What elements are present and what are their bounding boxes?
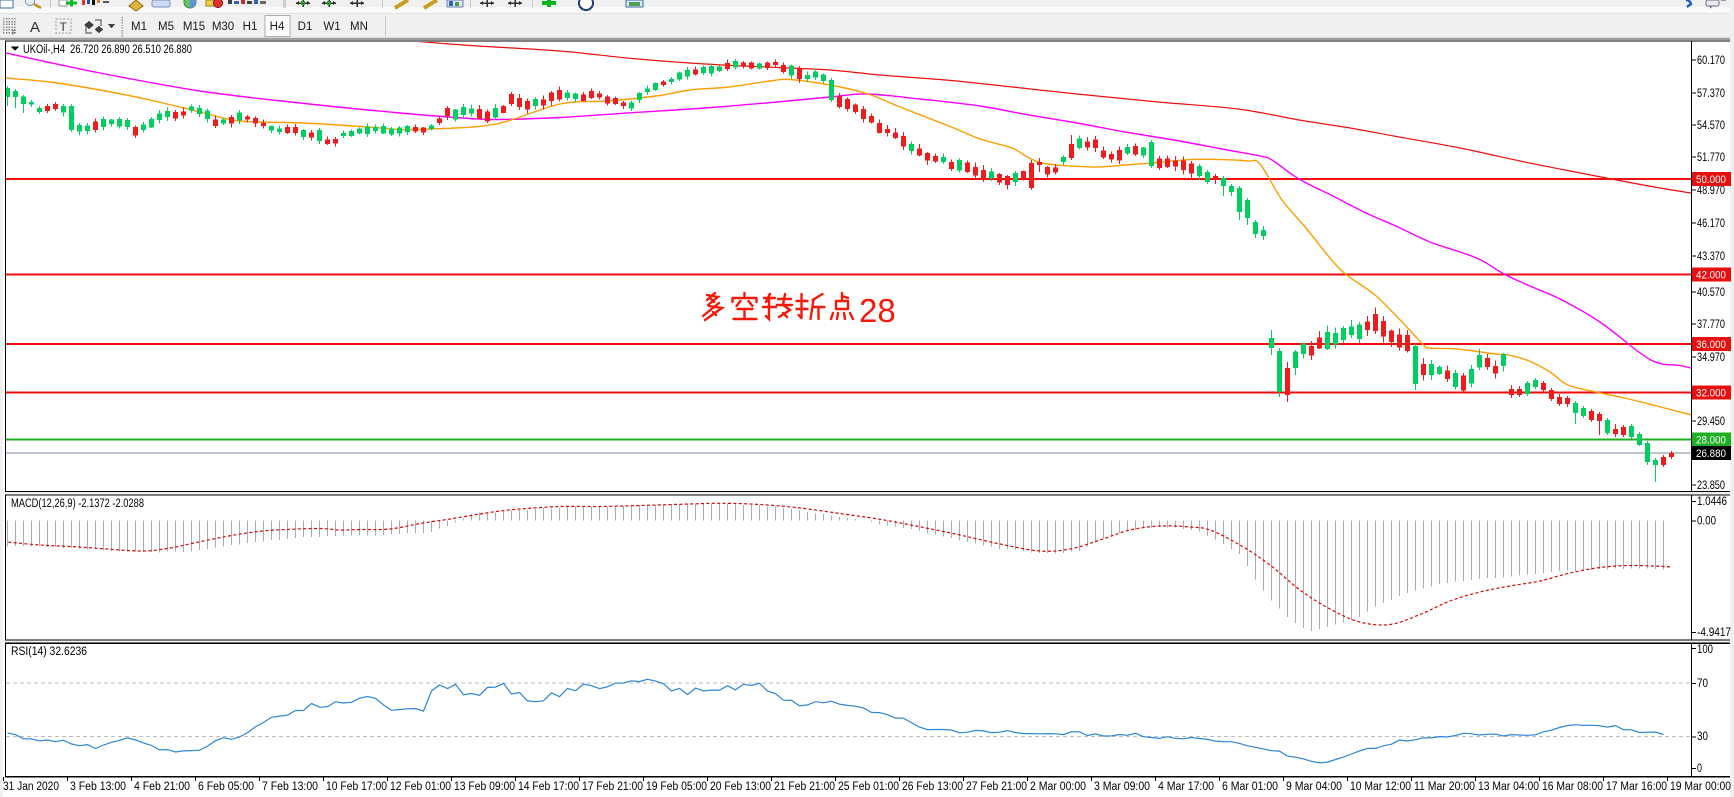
svg-text:6 Mar 01:00: 6 Mar 01:00 (1222, 781, 1278, 793)
svg-text:51.770: 51.770 (1697, 152, 1725, 164)
svg-text:43.370: 43.370 (1697, 251, 1725, 263)
svg-text:M30: M30 (212, 21, 234, 33)
svg-text:23.850: 23.850 (1697, 480, 1725, 492)
svg-text:0.00: 0.00 (1697, 516, 1716, 528)
svg-text:16 Mar 08:00: 16 Mar 08:00 (1542, 781, 1603, 793)
svg-text:13 Feb 09:00: 13 Feb 09:00 (454, 781, 515, 793)
svg-text:M1: M1 (131, 21, 147, 33)
svg-text:M15: M15 (183, 21, 205, 33)
svg-text:21 Feb 21:00: 21 Feb 21:00 (774, 781, 835, 793)
svg-text:17 Feb 21:00: 17 Feb 21:00 (582, 781, 643, 793)
svg-text:25 Feb 01:00: 25 Feb 01:00 (838, 781, 899, 793)
svg-text:7 Feb 13:00: 7 Feb 13:00 (262, 781, 318, 793)
svg-text:19 Mar 00:00: 19 Mar 00:00 (1670, 781, 1731, 793)
svg-text:6 Feb 05:00: 6 Feb 05:00 (198, 781, 254, 793)
svg-text:RSI(14) 32.6236: RSI(14) 32.6236 (11, 646, 87, 658)
svg-text:UKOil-,H4 26.720 26.890 26.51: UKOil-,H4 26.720 26.890 26.510 26.880 (23, 44, 192, 56)
svg-text:10 Feb 17:00: 10 Feb 17:00 (326, 781, 387, 793)
svg-text:28.000: 28.000 (1696, 435, 1726, 447)
svg-text:60.170: 60.170 (1697, 55, 1725, 67)
svg-text:A: A (30, 19, 40, 36)
svg-text:0: 0 (1697, 763, 1702, 775)
svg-text:4 Feb 21:00: 4 Feb 21:00 (134, 781, 190, 793)
svg-text:30: 30 (1697, 731, 1708, 743)
svg-text:54.570: 54.570 (1697, 120, 1725, 132)
svg-text:13 Mar 04:00: 13 Mar 04:00 (1478, 781, 1539, 793)
svg-text:27 Feb 21:00: 27 Feb 21:00 (966, 781, 1027, 793)
svg-text:11 Mar 20:00: 11 Mar 20:00 (1414, 781, 1475, 793)
svg-text:34.970: 34.970 (1697, 352, 1725, 364)
svg-text:57.370: 57.370 (1697, 88, 1725, 100)
svg-text:10 Mar 12:00: 10 Mar 12:00 (1350, 781, 1411, 793)
svg-text:28: 28 (859, 292, 896, 329)
svg-text:MN: MN (350, 21, 368, 33)
svg-text:2 Mar 00:00: 2 Mar 00:00 (1030, 781, 1086, 793)
svg-text:42.000: 42.000 (1696, 269, 1726, 281)
svg-text:31 Jan 2020: 31 Jan 2020 (3, 781, 59, 793)
svg-text:H1: H1 (243, 21, 258, 33)
svg-text:4 Mar 17:00: 4 Mar 17:00 (1158, 781, 1214, 793)
svg-text:3 Feb 13:00: 3 Feb 13:00 (70, 781, 126, 793)
svg-text:19 Feb 05:00: 19 Feb 05:00 (646, 781, 707, 793)
svg-text:70: 70 (1697, 678, 1708, 690)
svg-text:36.000: 36.000 (1696, 339, 1726, 351)
svg-text:12 Feb 01:00: 12 Feb 01:00 (390, 781, 451, 793)
svg-text:D1: D1 (298, 21, 313, 33)
svg-text:3 Mar 09:00: 3 Mar 09:00 (1094, 781, 1150, 793)
svg-text:50.000: 50.000 (1696, 174, 1726, 186)
svg-text:29.450: 29.450 (1697, 416, 1725, 428)
svg-text:-4.9417: -4.9417 (1697, 627, 1731, 639)
svg-text:17 Mar 16:00: 17 Mar 16:00 (1606, 781, 1667, 793)
svg-text:MACD(12,26,9) -2.1372 -2.0288: MACD(12,26,9) -2.1372 -2.0288 (11, 498, 144, 510)
svg-text:H4: H4 (270, 21, 285, 33)
svg-text:40.570: 40.570 (1697, 287, 1725, 299)
svg-text:46.170: 46.170 (1697, 218, 1725, 230)
svg-text:14 Feb 17:00: 14 Feb 17:00 (518, 781, 579, 793)
svg-text:26.880: 26.880 (1696, 448, 1726, 460)
svg-text:100: 100 (1697, 644, 1713, 656)
svg-text:20 Feb 13:00: 20 Feb 13:00 (710, 781, 771, 793)
svg-text:26 Feb 13:00: 26 Feb 13:00 (902, 781, 963, 793)
svg-text:1.0446: 1.0446 (1697, 496, 1727, 508)
svg-text:T: T (60, 20, 68, 34)
svg-text:M5: M5 (158, 21, 174, 33)
svg-text:37.770: 37.770 (1697, 319, 1725, 331)
svg-text:48.970: 48.970 (1697, 185, 1725, 197)
svg-text:F: F (12, 30, 16, 37)
svg-text:32.000: 32.000 (1696, 387, 1726, 399)
svg-text:9 Mar 04:00: 9 Mar 04:00 (1286, 781, 1342, 793)
svg-text:W1: W1 (323, 21, 340, 33)
